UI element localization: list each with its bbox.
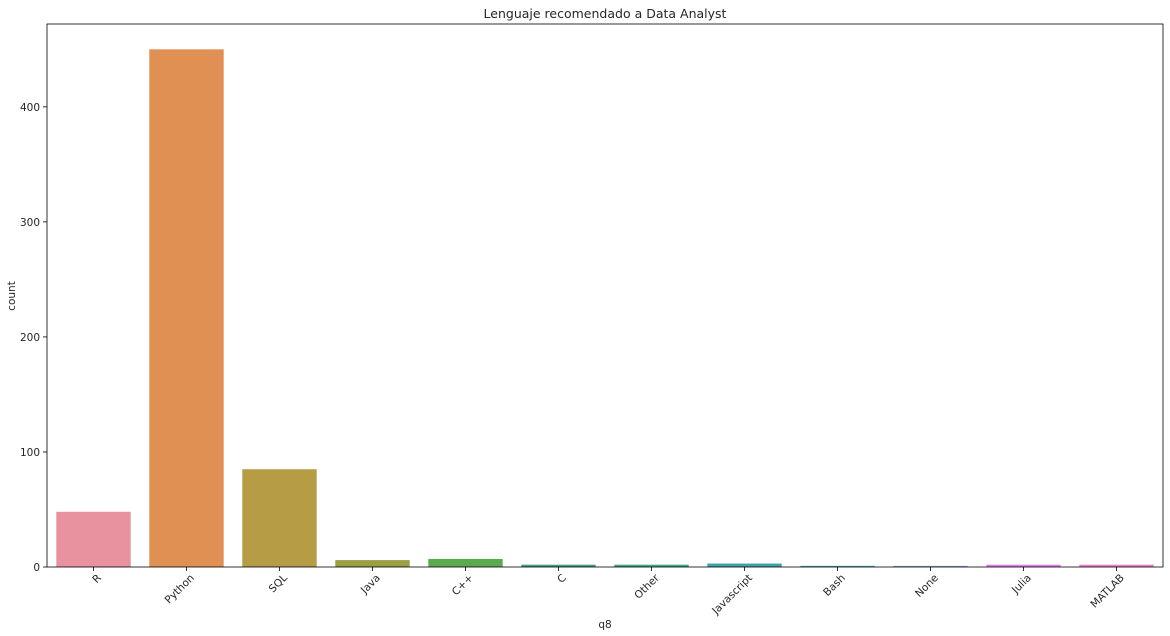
y-axis-label: count xyxy=(6,281,18,311)
x-axis-label: q8 xyxy=(598,619,611,631)
plot-frame xyxy=(46,23,1164,568)
chart-title: Lenguaje recomendado a Data Analyst xyxy=(484,6,727,21)
x-tick-label: C++ xyxy=(450,572,476,598)
x-tick-label: Bash xyxy=(821,572,848,599)
plot-area xyxy=(56,49,1154,567)
x-tick-label: R xyxy=(90,572,104,586)
bar-javascript xyxy=(707,563,782,567)
bar-c xyxy=(521,564,596,567)
x-tick-label: C xyxy=(555,572,569,586)
x-tick-label: Julia xyxy=(1009,572,1034,597)
bar-julia xyxy=(986,564,1061,567)
y-tick-label: 0 xyxy=(33,562,40,574)
x-axis: R Python SQL Java C++ C Other Javascript Bash Non… xyxy=(90,567,1127,618)
x-tick-label: MATLAB xyxy=(1088,572,1126,610)
y-tick-label: 300 xyxy=(20,217,40,229)
x-tick-label: None xyxy=(913,572,941,600)
y-tick-label: 200 xyxy=(20,332,40,344)
x-tick-label: Other xyxy=(632,572,662,602)
bar-r xyxy=(56,511,131,567)
y-axis: 0 100 200 300 400 xyxy=(20,102,47,574)
bar-bash xyxy=(800,565,875,567)
x-tick-label: Javascript xyxy=(709,572,755,618)
x-tick-label: Python xyxy=(163,572,197,606)
y-tick-label: 100 xyxy=(20,447,40,459)
bar-other xyxy=(614,564,689,567)
y-tick-label: 400 xyxy=(20,102,40,114)
bar-none xyxy=(893,565,968,567)
x-tick-label: Java xyxy=(358,572,383,597)
x-tick-label: SQL xyxy=(267,572,290,595)
bar-java xyxy=(335,560,410,567)
bar-sql xyxy=(242,469,317,567)
bar-c- xyxy=(428,558,503,567)
bar-matlab xyxy=(1079,564,1154,567)
bar-python xyxy=(149,49,224,567)
